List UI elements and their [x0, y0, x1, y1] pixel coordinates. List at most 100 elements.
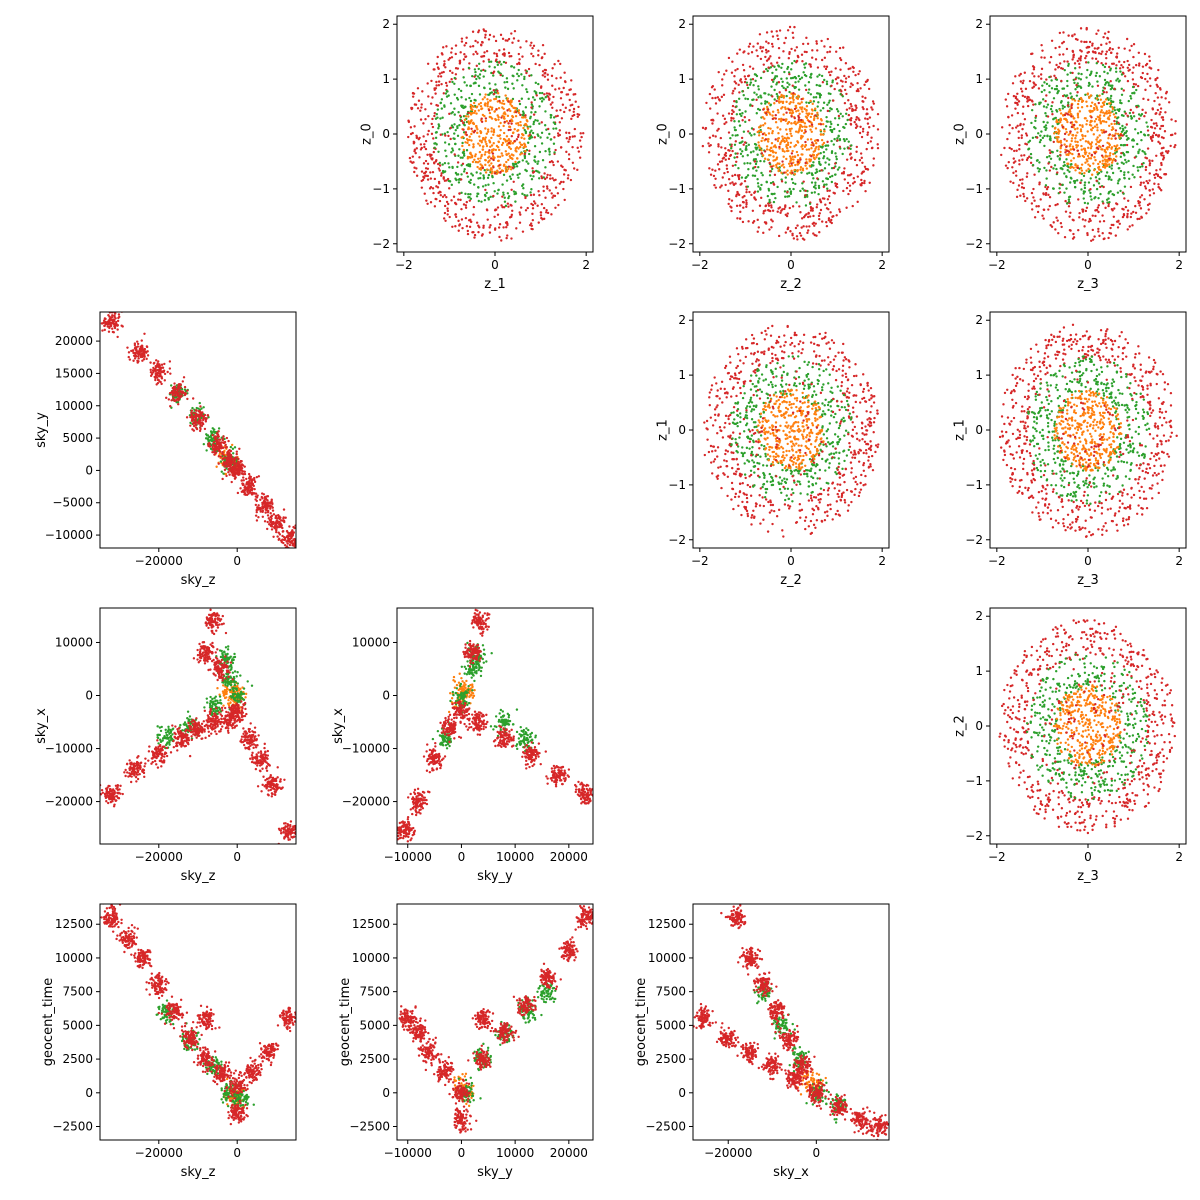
scatter-point-outer	[449, 126, 453, 130]
scatter-point-inner	[1072, 157, 1076, 160]
scatter-point-inner	[782, 113, 785, 116]
scatter-point-middle	[460, 191, 463, 195]
scatter-points	[701, 25, 880, 241]
scatter-point-middle	[1042, 105, 1046, 108]
scatter-point-outer	[871, 108, 874, 111]
scatter-point-middle	[1051, 151, 1054, 154]
scatter-point-outer	[1140, 194, 1144, 197]
scatter-point-outer	[851, 182, 855, 185]
scatter-point-outer	[542, 206, 546, 210]
scatter-point-inner	[468, 135, 471, 138]
scatter-point-outer	[705, 419, 709, 423]
scatter-point-middle	[1049, 157, 1053, 161]
scatter-point-outer	[1017, 130, 1020, 133]
scatter-point-outer	[1061, 67, 1065, 70]
scatter-point-inner	[506, 139, 509, 143]
scatter-point-outer	[755, 358, 759, 361]
scatter-point-outer	[814, 114, 817, 117]
scatter-point-middle	[1067, 200, 1071, 203]
scatter-point-middle	[743, 162, 746, 165]
scatter-point-middle	[824, 125, 828, 128]
scatter-point-inner	[1087, 163, 1090, 166]
scatter-point-outer	[571, 145, 574, 149]
scatter-point-outer	[727, 417, 730, 421]
scatter-point-outer	[771, 35, 775, 38]
scatter-point-outer	[525, 40, 528, 43]
scatter-point-outer	[1144, 77, 1147, 81]
scatter-point-outer	[1132, 43, 1136, 46]
scatter-point-outer	[782, 535, 785, 538]
scatter-point-outer	[543, 177, 547, 181]
scatter-point-outer	[1134, 211, 1138, 214]
scatter-point-outer	[532, 55, 535, 58]
scatter-point-outer	[780, 350, 784, 353]
scatter-point-middle	[513, 192, 516, 196]
scatter-point-middle	[744, 97, 747, 100]
scatter-point-inner	[502, 137, 506, 141]
scatter-point-outer	[830, 221, 833, 225]
scatter-point-middle	[1038, 140, 1042, 144]
scatter-point-middle	[1101, 63, 1105, 67]
scatter-point-middle	[797, 80, 800, 83]
scatter-point-middle	[534, 91, 538, 94]
scatter-point-outer	[1032, 103, 1035, 106]
scatter-point-middle	[751, 174, 755, 177]
scatter-point-outer	[839, 57, 842, 60]
scatter-point-middle	[738, 124, 742, 127]
scatter-point-middle	[734, 152, 737, 155]
scatter-point-middle	[1119, 169, 1123, 173]
scatter-point-outer	[568, 109, 571, 112]
scatter-point-inner	[497, 148, 501, 152]
scatter-point-outer	[1148, 162, 1152, 165]
scatter-point-outer	[736, 52, 739, 55]
scatter-point-outer	[856, 88, 860, 91]
scatter-point-inner	[1072, 166, 1075, 170]
scatter-point-middle	[791, 181, 795, 185]
scatter-point-outer	[1085, 28, 1088, 31]
scatter-point-middle	[760, 183, 763, 187]
scatter-point-middle	[845, 137, 848, 141]
scatter-point-inner	[810, 112, 814, 116]
scatter-point-middle	[792, 187, 795, 191]
scatter-point-inner	[503, 117, 506, 120]
scatter-point-middle	[500, 63, 503, 66]
scatter-point-middle	[1139, 130, 1143, 134]
x-tick-label: −2	[395, 258, 413, 272]
scatter-point-middle	[469, 84, 473, 88]
scatter-point-outer	[847, 192, 850, 196]
scatter-point-outer	[1158, 87, 1162, 90]
scatter-point-outer	[778, 56, 781, 60]
scatter-point-outer	[826, 514, 829, 518]
scatter-point-outer	[732, 183, 735, 186]
scatter-point-outer	[1143, 198, 1146, 201]
scatter-point-outer	[836, 483, 839, 486]
scatter-point-inner	[816, 111, 819, 115]
scatter-point-inner	[489, 145, 492, 148]
scatter-point-inner	[1080, 106, 1084, 109]
scatter-point-inner	[473, 111, 476, 114]
scatter-point-outer	[800, 118, 803, 122]
scatter-point-outer	[745, 493, 748, 497]
scatter-point-outer	[711, 96, 714, 100]
scatter-point-outer	[1094, 209, 1097, 212]
scatter-point-outer	[860, 181, 864, 185]
scatter-point-middle	[526, 90, 529, 94]
scatter-point-inner	[492, 156, 496, 160]
scatter-point-middle	[1036, 158, 1039, 162]
scatter-point-middle	[1056, 149, 1059, 152]
scatter-point-outer	[1033, 75, 1036, 78]
scatter-point-outer	[568, 98, 571, 102]
scatter-point-middle	[819, 109, 822, 112]
scatter-point-outer	[1028, 79, 1032, 83]
scatter-point-outer	[721, 78, 724, 81]
scatter-point-inner	[774, 146, 778, 149]
scatter-point-outer	[862, 484, 865, 487]
scatter-point-middle	[1033, 126, 1036, 129]
scatter-point-middle	[1045, 106, 1048, 109]
scatter-point-outer	[710, 384, 714, 387]
scatter-point-middle	[1061, 104, 1064, 107]
scatter-point-middle	[1123, 177, 1126, 180]
scatter-point-outer	[1042, 193, 1045, 196]
scatter-point-middle	[1103, 78, 1107, 82]
